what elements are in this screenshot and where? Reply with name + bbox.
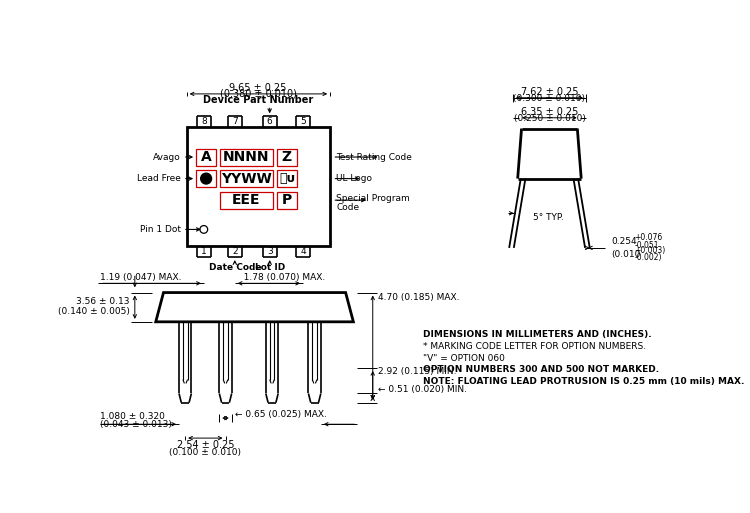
Polygon shape <box>156 292 353 322</box>
Text: 3.56 ± 0.13: 3.56 ± 0.13 <box>76 298 130 306</box>
Text: 1.78 (0.070) MAX.: 1.78 (0.070) MAX. <box>235 273 325 282</box>
Text: Pin 1 Dot: Pin 1 Dot <box>140 225 181 234</box>
Text: (0.140 ± 0.005): (0.140 ± 0.005) <box>58 307 130 315</box>
Text: (0.043 ± 0.013): (0.043 ± 0.013) <box>100 421 172 429</box>
Text: 8: 8 <box>201 117 207 126</box>
Text: 2: 2 <box>232 247 238 256</box>
Text: Lead Free: Lead Free <box>136 174 181 183</box>
Text: (0.300 ± 0.010): (0.300 ± 0.010) <box>514 94 586 103</box>
Text: NOTE: FLOATING LEAD PROTRUSION IS 0.25 mm (10 mils) MAX.: NOTE: FLOATING LEAD PROTRUSION IS 0.25 m… <box>423 377 745 386</box>
Text: 1: 1 <box>201 247 207 256</box>
Text: (0.010: (0.010 <box>611 249 640 259</box>
Bar <box>220 170 273 187</box>
Text: 9.65 ± 0.25: 9.65 ± 0.25 <box>230 83 286 93</box>
Text: +0.076: +0.076 <box>634 232 663 242</box>
Bar <box>196 170 216 187</box>
Text: DIMENSIONS IN MILLIMETERS AND (INCHES).: DIMENSIONS IN MILLIMETERS AND (INCHES). <box>423 330 652 340</box>
Text: Test Rating Code: Test Rating Code <box>336 152 412 162</box>
Circle shape <box>200 226 208 233</box>
Text: Lot ID: Lot ID <box>254 263 285 272</box>
Text: 4: 4 <box>300 247 306 256</box>
Text: * MARKING CODE LETTER FOR OPTION NUMBERS.: * MARKING CODE LETTER FOR OPTION NUMBERS… <box>423 342 646 351</box>
Text: A: A <box>201 150 211 164</box>
Text: 7.62 ± 0.25: 7.62 ± 0.25 <box>520 87 578 97</box>
Text: 1.080 ± 0.320: 1.080 ± 0.320 <box>100 412 165 421</box>
Text: NNNN: NNNN <box>224 150 270 164</box>
Text: 6: 6 <box>267 117 272 126</box>
Bar <box>187 127 330 246</box>
Text: P: P <box>281 193 292 207</box>
Text: Code: Code <box>336 203 359 212</box>
Text: 0.254: 0.254 <box>611 237 637 246</box>
Text: 2.92 (0.115) MIN.: 2.92 (0.115) MIN. <box>378 367 457 377</box>
Circle shape <box>201 173 211 184</box>
Text: 5: 5 <box>300 117 306 126</box>
Text: EEE: EEE <box>232 193 261 207</box>
Text: Special Program: Special Program <box>336 194 410 203</box>
Text: 5° TYP.: 5° TYP. <box>533 212 564 222</box>
Text: YYWW: YYWW <box>221 172 272 186</box>
Text: OPTION NUMBERS 300 AND 500 NOT MARKED.: OPTION NUMBERS 300 AND 500 NOT MARKED. <box>423 365 659 374</box>
Text: -0.051: -0.051 <box>634 241 659 250</box>
Text: "V" = OPTION 060: "V" = OPTION 060 <box>423 353 505 363</box>
Text: 3: 3 <box>267 247 272 256</box>
Text: 2.54 ± 0.25: 2.54 ± 0.25 <box>176 440 234 450</box>
Text: ← 0.65 (0.025) MAX.: ← 0.65 (0.025) MAX. <box>235 410 327 419</box>
Text: Date Code: Date Code <box>209 263 261 272</box>
Text: 1.19 (0.047) MAX.: 1.19 (0.047) MAX. <box>100 273 182 282</box>
Bar <box>277 170 297 187</box>
Bar <box>196 149 216 166</box>
Text: (0.100 ± 0.010): (0.100 ± 0.010) <box>170 448 242 457</box>
Text: Z: Z <box>282 150 292 164</box>
Text: +0.003): +0.003) <box>634 246 666 255</box>
Text: UL Logo: UL Logo <box>336 174 372 183</box>
Bar <box>220 149 273 166</box>
Text: ← 0.51 (0.020) MIN.: ← 0.51 (0.020) MIN. <box>378 385 467 394</box>
Bar <box>277 149 297 166</box>
Text: (0.380 ± 0.010): (0.380 ± 0.010) <box>220 89 296 99</box>
Text: 4.70 (0.185) MAX.: 4.70 (0.185) MAX. <box>378 293 460 302</box>
Text: Ⓡᴜ: Ⓡᴜ <box>279 172 295 185</box>
Text: Avago: Avago <box>153 152 181 162</box>
Text: 6.35 ± 0.25: 6.35 ± 0.25 <box>520 107 578 117</box>
Text: 7: 7 <box>232 117 238 126</box>
Text: -0.002): -0.002) <box>634 253 662 263</box>
Text: (0.250 ± 0.010): (0.250 ± 0.010) <box>514 114 586 123</box>
Text: Device Part Number: Device Part Number <box>203 95 314 105</box>
Bar <box>277 192 297 209</box>
Bar <box>220 192 273 209</box>
